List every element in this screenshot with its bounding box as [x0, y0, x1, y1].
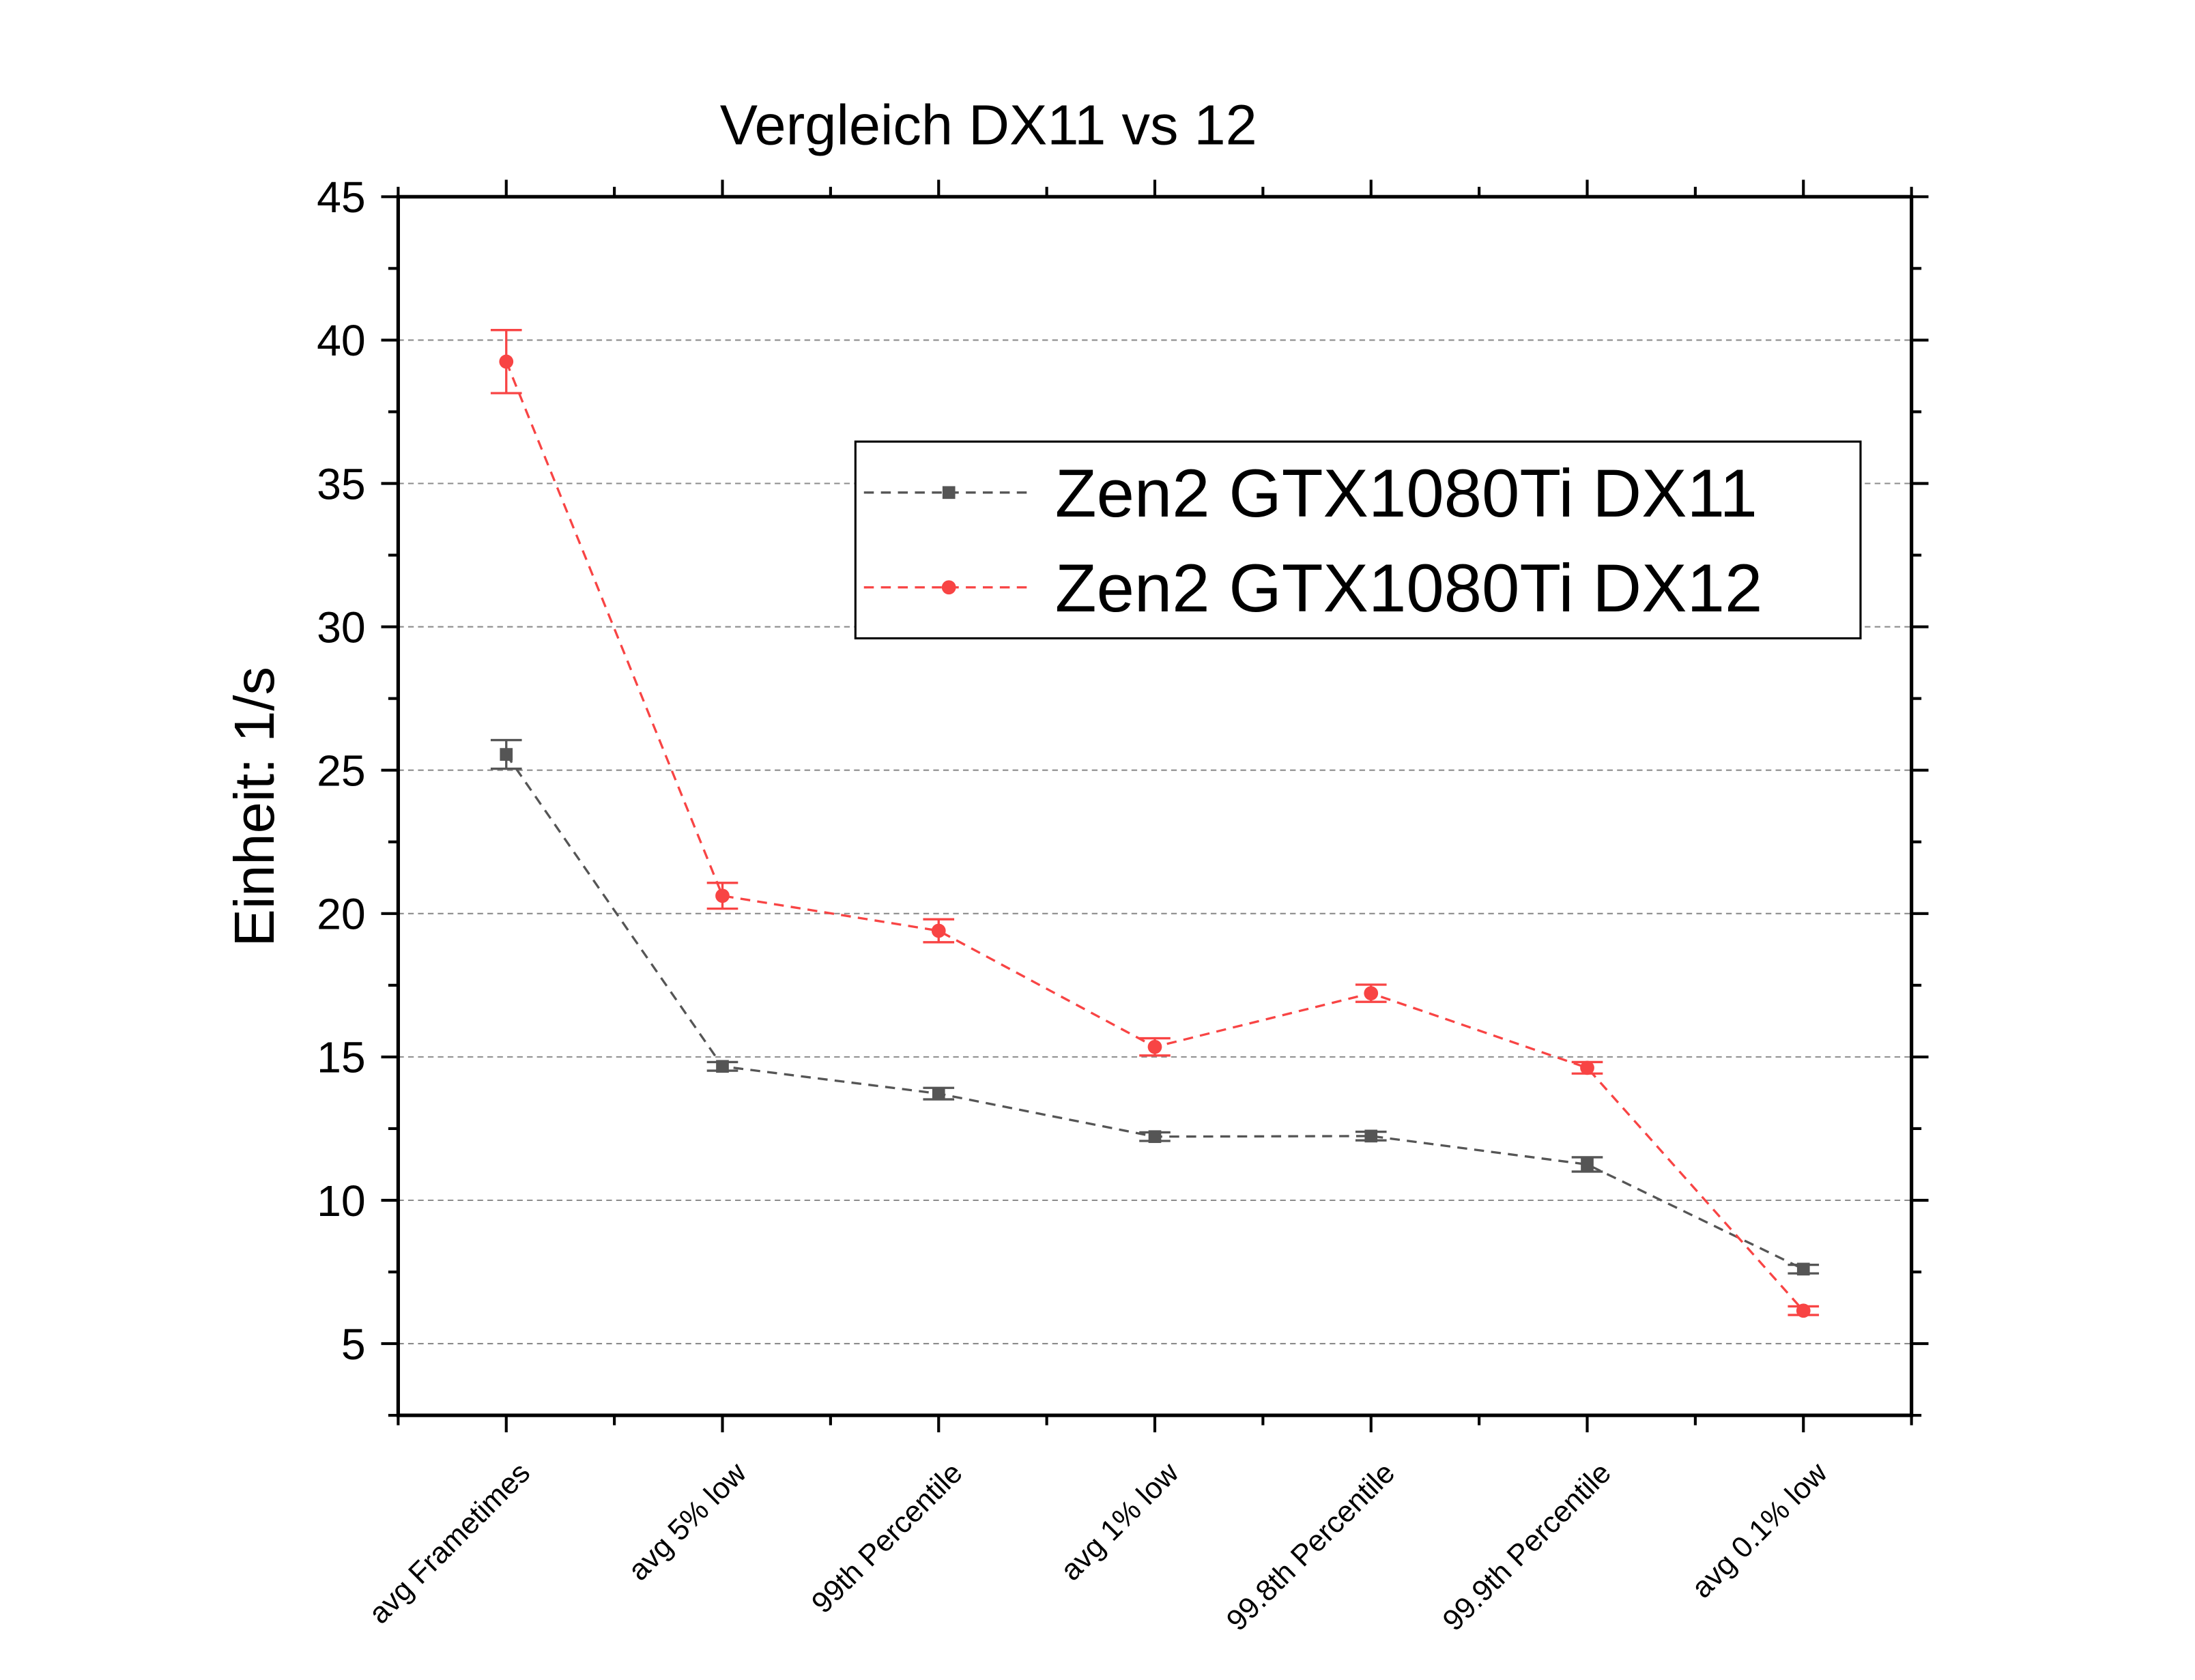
- y-tick-label: 20: [317, 890, 366, 939]
- x-tick-label: 99th Percentile: [805, 1456, 969, 1619]
- series-1: [490, 738, 1820, 1276]
- series-layer: [490, 329, 1820, 1318]
- y-tick-label: 35: [317, 459, 366, 508]
- x-tick-label: 99.8th Percentile: [1220, 1456, 1401, 1637]
- x-tick-label: 99.9th Percentile: [1437, 1456, 1618, 1637]
- y-axis-label: Einheit: 1/s: [223, 667, 286, 946]
- data-point: [1581, 1158, 1594, 1171]
- legend-marker: [942, 486, 956, 499]
- data-point: [499, 354, 514, 369]
- data-point: [931, 923, 946, 938]
- plot-frame: [396, 194, 1914, 1417]
- data-point: [1148, 1130, 1162, 1144]
- legend-label: Zen2 GTX1080Ti DX11: [1055, 456, 1758, 532]
- data-point: [500, 748, 513, 761]
- axes: 5 10 15 20 25 30 35 40 45 avg Frametimes avg 5% lo…: [317, 173, 1929, 1637]
- series-2: [490, 329, 1820, 1318]
- legend: Zen2 GTX1080Ti DX11 Zen2 GTX1080Ti DX12: [854, 440, 1862, 639]
- series-line: [505, 753, 1804, 1271]
- y-tick-label: 15: [317, 1033, 366, 1082]
- x-tick-label: avg 0.1% low: [1686, 1456, 1834, 1604]
- data-point: [715, 888, 730, 903]
- y-tick-label: 25: [317, 747, 366, 796]
- data-point: [932, 1087, 945, 1101]
- legend-box: [854, 440, 1862, 639]
- data-point: [1364, 1129, 1378, 1143]
- y-tick-label: 10: [317, 1176, 366, 1226]
- y-tick-label: 40: [317, 316, 366, 365]
- data-point: [1580, 1060, 1594, 1075]
- y-tick-label: 5: [341, 1320, 366, 1369]
- data-point: [1364, 986, 1379, 1000]
- x-tick-label: avg 1% low: [1055, 1456, 1186, 1587]
- x-tick-label: avg Frametimes: [362, 1456, 536, 1630]
- x-tick-label: avg 5% low: [622, 1456, 753, 1587]
- legend-marker: [941, 580, 956, 595]
- data-point: [1147, 1039, 1162, 1054]
- y-tick-label: 30: [317, 603, 366, 652]
- data-point: [1796, 1262, 1810, 1276]
- y-tick-label: 45: [317, 173, 366, 222]
- data-point: [716, 1060, 729, 1073]
- chart-title: Vergleich DX11 vs 12: [720, 93, 1257, 157]
- legend-label: Zen2 GTX1080Ti DX12: [1055, 551, 1763, 626]
- data-point: [1796, 1303, 1811, 1318]
